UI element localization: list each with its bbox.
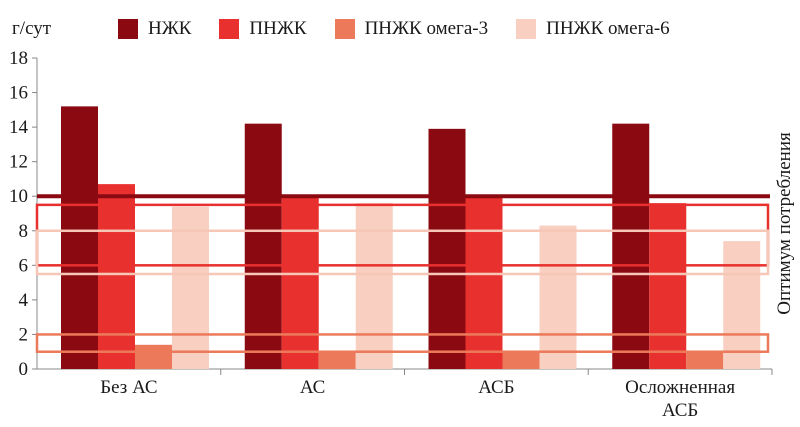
bar-1-1 xyxy=(61,106,98,369)
legend-label-omega3: ПНЖК омега-3 xyxy=(364,18,489,39)
bar-4-1 xyxy=(172,206,209,369)
y-tick-label: 16 xyxy=(9,83,28,104)
y-tick-label: 14 xyxy=(9,117,29,138)
bar-3-1 xyxy=(135,344,172,369)
legend-label-omega6: ПНЖК омега-6 xyxy=(546,18,670,39)
legend-label-pnzhk: ПНЖК xyxy=(249,18,307,39)
bar-3-3 xyxy=(502,351,540,369)
y-tick-label: 4 xyxy=(19,290,29,311)
legend-item-omega3: ПНЖК омега-3 xyxy=(334,18,489,40)
bar-2-1 xyxy=(98,184,135,369)
legend-swatch-pnzhk xyxy=(219,19,240,39)
bar-1-3 xyxy=(428,128,466,369)
bar-4-3 xyxy=(539,225,577,369)
x-tick-label: Без АС xyxy=(100,377,157,398)
bar-4-2 xyxy=(355,203,393,369)
optimum-band-4 xyxy=(35,333,770,353)
y-axis-unit-label: г/сут xyxy=(12,18,52,39)
legend-item-omega6: ПНЖК омега-6 xyxy=(516,18,670,40)
y-tick-label: 8 xyxy=(19,221,29,242)
legend-swatch-omega6 xyxy=(516,19,537,39)
bar-2-4 xyxy=(649,203,687,369)
bar-4-4 xyxy=(723,241,761,369)
legend-swatch-nzhk xyxy=(118,19,138,39)
legend-swatch-omega3 xyxy=(334,19,355,39)
bar-3-2 xyxy=(318,351,356,369)
y-tick-label: 2 xyxy=(19,324,29,345)
legend-item-pnzhk: ПНЖК xyxy=(219,18,307,40)
x-tick-label: АСБ xyxy=(478,377,514,398)
legend-item-nzhk: НЖК xyxy=(118,18,191,40)
y-tick-label: 10 xyxy=(9,186,28,207)
y-tick-label: 6 xyxy=(19,255,29,276)
optimum-band-3 xyxy=(35,229,770,276)
y-tick-label: 0 xyxy=(19,359,29,380)
bar-2-2 xyxy=(281,194,319,369)
bar-3-4 xyxy=(686,351,724,369)
x-tick-label-line2: АСБ xyxy=(662,400,698,421)
bar-1-4 xyxy=(612,123,650,370)
y-tick-label: 12 xyxy=(9,152,28,173)
x-tick-label: Осложненная xyxy=(625,377,735,398)
bar-2-3 xyxy=(465,194,503,369)
y-tick-label: 18 xyxy=(9,48,28,69)
optimum-axis-label: Оптимум потребления xyxy=(774,132,795,315)
bar-1-2 xyxy=(244,123,282,370)
legend-label-nzhk: НЖК xyxy=(148,18,192,39)
legend: НЖК ПНЖК ПНЖК омега-3 ПНЖК омега-6 xyxy=(118,18,698,40)
x-tick-label: АС xyxy=(300,377,325,398)
